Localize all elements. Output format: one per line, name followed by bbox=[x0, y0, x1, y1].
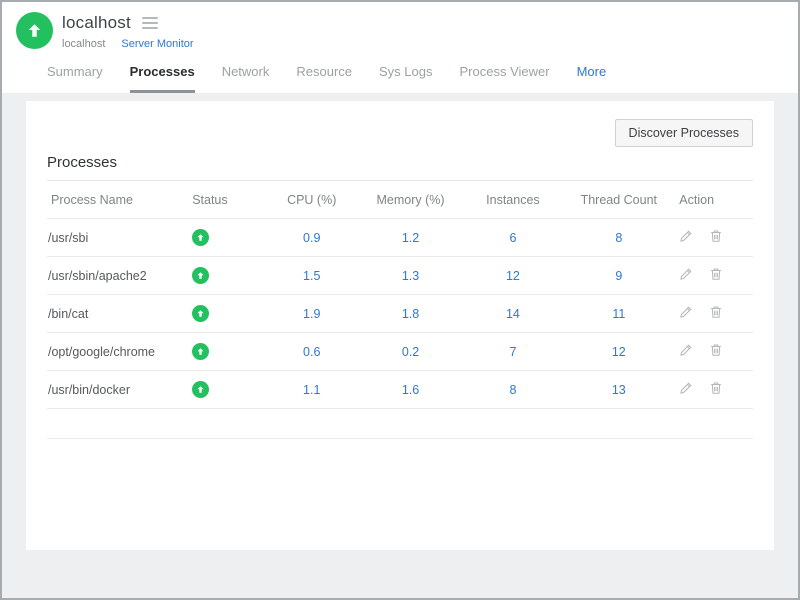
cpu-value-link[interactable]: 0.6 bbox=[265, 332, 358, 371]
process-name-cell: /usr/sbin/apache2 bbox=[47, 256, 189, 295]
edit-pencil-icon[interactable] bbox=[679, 305, 693, 319]
delete-trash-icon[interactable] bbox=[709, 267, 723, 281]
monitor-title: localhost bbox=[62, 13, 131, 32]
tab-sys-logs[interactable]: Sys Logs bbox=[379, 64, 433, 79]
cpu-value-link[interactable]: 0.9 bbox=[265, 218, 358, 257]
monitor-header: localhost localhost Server Monitor Summa… bbox=[2, 2, 798, 93]
table-row: /usr/sbin/apache2 1.5 1.3 12 9 bbox=[47, 256, 753, 295]
col-header-instances: Instances bbox=[463, 181, 563, 219]
col-header-memory: Memory (%) bbox=[357, 181, 464, 219]
instances-value-link[interactable]: 12 bbox=[463, 256, 563, 295]
tab-summary[interactable]: Summary bbox=[47, 64, 103, 79]
content-area: Discover Processes Processes Process Nam… bbox=[2, 93, 798, 598]
col-header-cpu: CPU (%) bbox=[265, 181, 358, 219]
instances-value-link[interactable]: 6 bbox=[463, 218, 563, 257]
tab-processes[interactable]: Processes bbox=[129, 64, 195, 93]
instances-value-link[interactable]: 7 bbox=[463, 332, 563, 371]
process-name-cell: /usr/bin/docker bbox=[47, 370, 189, 409]
tab-resource[interactable]: Resource bbox=[296, 64, 353, 79]
breadcrumb-server-monitor-link[interactable]: Server Monitor bbox=[121, 38, 194, 50]
table-header-row: Process Name Status CPU (%) Memory (%) I… bbox=[47, 181, 753, 219]
empty-table-row bbox=[47, 408, 753, 439]
edit-pencil-icon[interactable] bbox=[679, 381, 693, 395]
status-up-icon bbox=[192, 229, 210, 246]
table-row: /usr/sbi 0.9 1.2 6 8 bbox=[47, 218, 753, 257]
table-row: /usr/bin/docker 1.1 1.6 8 13 bbox=[47, 370, 753, 409]
process-name-cell: /usr/sbi bbox=[47, 218, 189, 257]
thread-count-value-link[interactable]: 8 bbox=[562, 218, 676, 257]
tab-process-viewer[interactable]: Process Viewer bbox=[459, 64, 550, 79]
process-name-cell: /bin/cat bbox=[47, 294, 189, 333]
col-header-status: Status bbox=[188, 181, 266, 219]
instances-value-link[interactable]: 8 bbox=[463, 370, 563, 409]
table-row: /opt/google/chrome 0.6 0.2 7 12 bbox=[47, 332, 753, 371]
memory-value-link[interactable]: 1.3 bbox=[357, 256, 464, 295]
processes-table: Process Name Status CPU (%) Memory (%) I… bbox=[47, 181, 753, 439]
thread-count-value-link[interactable]: 13 bbox=[562, 370, 676, 409]
tab-more[interactable]: More bbox=[576, 64, 607, 79]
status-up-icon bbox=[192, 305, 210, 322]
status-up-icon bbox=[192, 381, 210, 398]
memory-value-link[interactable]: 0.2 bbox=[357, 332, 464, 371]
edit-pencil-icon[interactable] bbox=[679, 229, 693, 243]
processes-panel: Discover Processes Processes Process Nam… bbox=[26, 101, 774, 550]
memory-value-link[interactable]: 1.8 bbox=[357, 294, 464, 333]
section-title: Processes bbox=[47, 154, 753, 181]
memory-value-link[interactable]: 1.2 bbox=[357, 218, 464, 257]
edit-pencil-icon[interactable] bbox=[679, 343, 693, 357]
col-header-process-name: Process Name bbox=[47, 181, 189, 219]
thread-count-value-link[interactable]: 12 bbox=[562, 332, 676, 371]
discover-processes-button[interactable]: Discover Processes bbox=[614, 119, 753, 147]
hamburger-menu-icon[interactable] bbox=[140, 15, 160, 31]
delete-trash-icon[interactable] bbox=[709, 343, 723, 357]
edit-pencil-icon[interactable] bbox=[679, 267, 693, 281]
status-up-icon bbox=[192, 343, 210, 360]
tab-network[interactable]: Network bbox=[221, 64, 270, 79]
col-header-action: Action bbox=[675, 181, 753, 219]
monitor-up-status-icon bbox=[16, 12, 53, 49]
memory-value-link[interactable]: 1.6 bbox=[357, 370, 464, 409]
delete-trash-icon[interactable] bbox=[709, 229, 723, 243]
tab-bar: Summary Processes Network Resource Sys L… bbox=[16, 50, 798, 93]
status-up-icon bbox=[192, 267, 210, 284]
table-row: /bin/cat 1.9 1.8 14 11 bbox=[47, 294, 753, 333]
delete-trash-icon[interactable] bbox=[709, 381, 723, 395]
breadcrumb: localhost Server Monitor bbox=[62, 38, 194, 50]
cpu-value-link[interactable]: 1.5 bbox=[265, 256, 358, 295]
process-name-cell: /opt/google/chrome bbox=[47, 332, 189, 371]
cpu-value-link[interactable]: 1.9 bbox=[265, 294, 358, 333]
thread-count-value-link[interactable]: 11 bbox=[562, 294, 676, 333]
delete-trash-icon[interactable] bbox=[709, 305, 723, 319]
instances-value-link[interactable]: 14 bbox=[463, 294, 563, 333]
breadcrumb-host: localhost bbox=[62, 38, 106, 50]
cpu-value-link[interactable]: 1.1 bbox=[265, 370, 358, 409]
thread-count-value-link[interactable]: 9 bbox=[562, 256, 676, 295]
col-header-thread-count: Thread Count bbox=[562, 181, 676, 219]
